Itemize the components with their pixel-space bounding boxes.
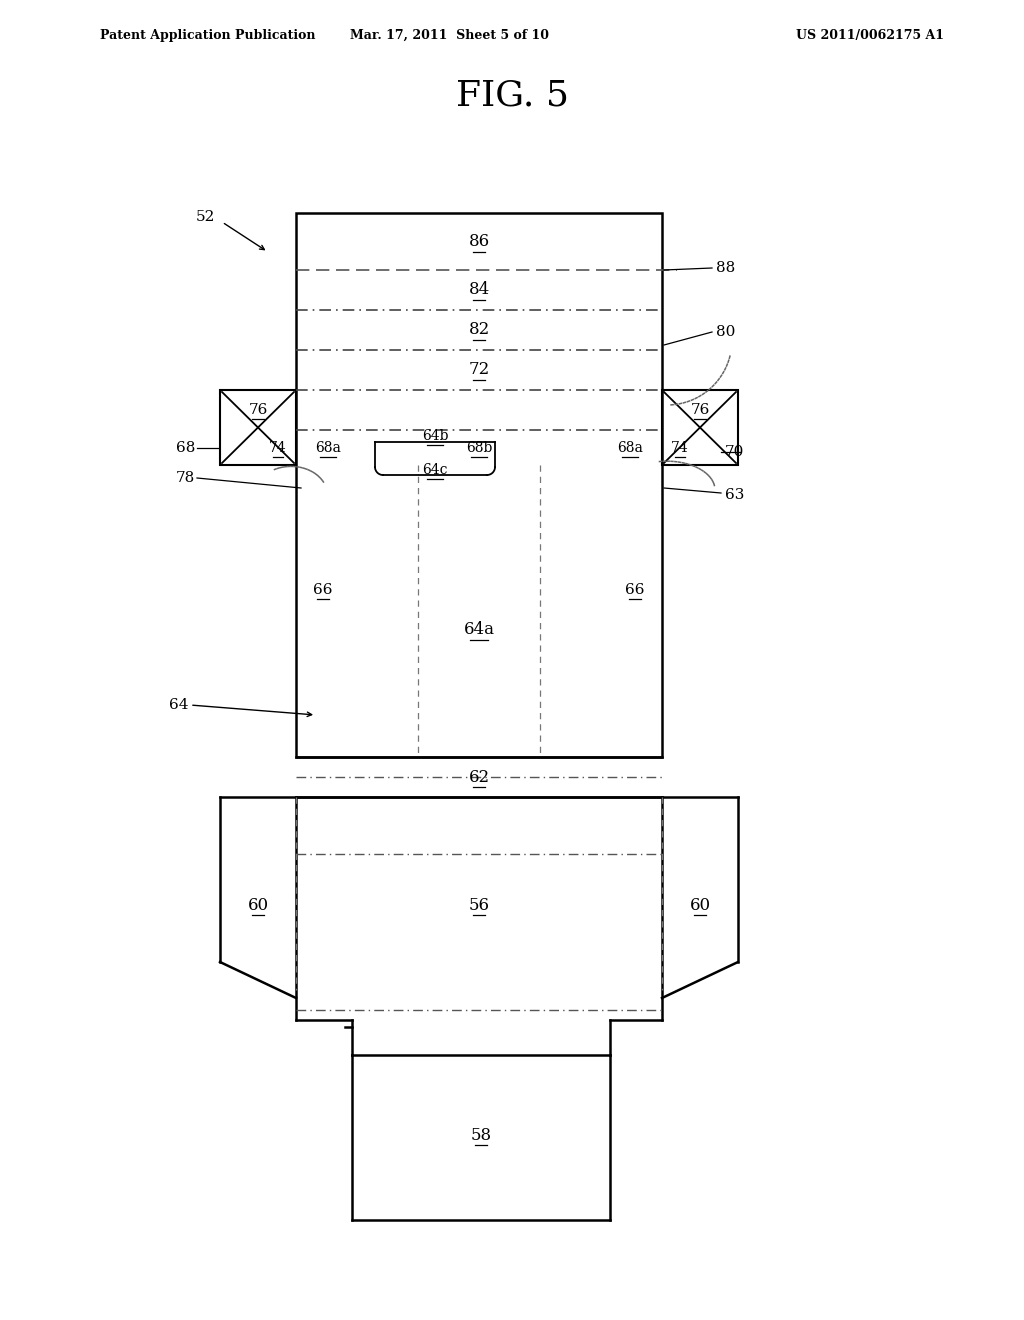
Text: 74: 74: [269, 441, 287, 455]
Text: 60: 60: [248, 896, 268, 913]
Text: 70: 70: [725, 445, 744, 459]
Text: 76: 76: [690, 403, 710, 417]
Text: US 2011/0062175 A1: US 2011/0062175 A1: [796, 29, 944, 41]
Text: 78: 78: [176, 471, 195, 484]
Text: 63: 63: [725, 488, 744, 502]
Text: FIG. 5: FIG. 5: [456, 78, 568, 112]
Text: 74: 74: [671, 441, 689, 455]
Text: 76: 76: [248, 403, 267, 417]
Text: 68: 68: [176, 441, 195, 455]
Bar: [220, 389, 296, 465]
Text: 64: 64: [169, 698, 188, 711]
Text: 64a: 64a: [464, 622, 495, 639]
Text: 80: 80: [716, 325, 735, 339]
Text: 82: 82: [468, 322, 489, 338]
Text: 84: 84: [468, 281, 489, 298]
Text: 64b: 64b: [422, 429, 449, 444]
Text: 62: 62: [468, 768, 489, 785]
Text: 72: 72: [468, 362, 489, 379]
Text: 86: 86: [468, 234, 489, 251]
Text: 64c: 64c: [422, 463, 447, 477]
Text: 68b: 68b: [466, 441, 493, 455]
Text: 56: 56: [469, 896, 489, 913]
Text: 88: 88: [716, 261, 735, 275]
Text: 68a: 68a: [617, 441, 643, 455]
Text: 58: 58: [470, 1126, 492, 1143]
Bar: [662, 389, 738, 465]
Text: 52: 52: [196, 210, 215, 224]
Text: 66: 66: [626, 583, 645, 597]
Text: Patent Application Publication: Patent Application Publication: [100, 29, 315, 41]
Text: 68a: 68a: [315, 441, 341, 455]
Text: 60: 60: [689, 896, 711, 913]
Bar: [296, 213, 662, 756]
Text: Mar. 17, 2011  Sheet 5 of 10: Mar. 17, 2011 Sheet 5 of 10: [350, 29, 550, 41]
Text: 66: 66: [313, 583, 333, 597]
